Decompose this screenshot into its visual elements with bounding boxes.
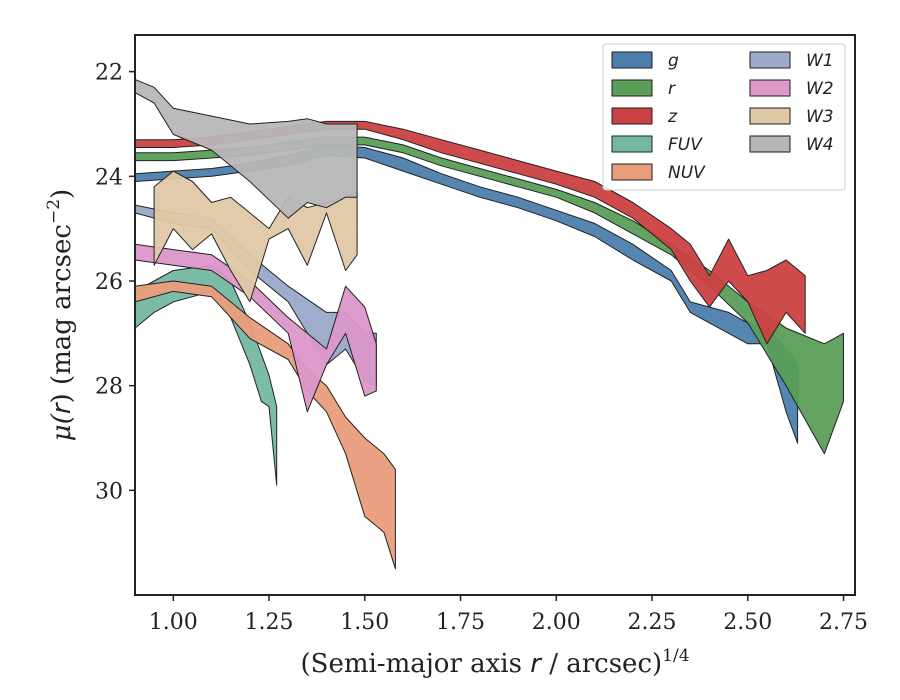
y-axis-title-exponent: −2 [44,199,64,224]
legend-label-g: g [668,51,679,71]
x-tick-label: 1.75 [436,610,485,635]
legend-label-w3: W3 [806,107,834,127]
y-tick-label: 30 [95,479,123,504]
x-axis-title-var: r [530,649,543,679]
x-tick-label: 1.25 [245,610,294,635]
x-tick-label: 1.50 [340,610,389,635]
legend-label-z: z [667,107,678,127]
series-bands [135,79,844,570]
plot-frame [134,34,856,596]
legend-label-w2: W2 [806,79,834,99]
band-g [135,144,799,444]
legend-swatch-nuv [611,163,653,181]
legend-swatch-z [611,107,653,125]
y-tick-label: 28 [95,375,123,400]
y-axis: 22 24 26 28 30 [95,61,135,504]
legend-swatch-g [611,51,653,69]
x-tick-label: 2.00 [532,610,581,635]
legend-swatch-w1 [749,51,791,69]
y-tick-label: 22 [95,61,123,86]
x-axis: 1.00 1.25 1.50 1.75 2.00 2.25 2.50 2.75 [149,595,868,635]
legend-label-nuv: NUV [668,163,706,183]
band-w2 [135,243,377,413]
y-tick-label: 24 [95,165,123,190]
y-axis-title-mu: μ( [47,413,77,441]
y-axis-title-var: r [47,401,77,414]
band-w4 [135,79,358,219]
y-axis-title: μ(r) (mag arcsec−2) [44,189,77,441]
x-axis-title: (Semi-major axis r / arcsec)1/4 [300,646,689,679]
x-tick-label: 2.50 [723,610,772,635]
legend-label-w4: W4 [806,135,834,155]
legend-swatch-w4 [749,135,791,153]
band-w3 [153,170,358,303]
x-axis-title-pre: (Semi-major axis [300,649,530,679]
y-axis-title-post: ) (mag arcsec [47,224,77,403]
band-nuv [135,280,396,570]
legend-swatch-w2 [749,79,791,97]
x-tick-label: 2.75 [819,610,868,635]
legend-label-r: r [668,79,676,99]
y-tick-label: 26 [95,270,123,295]
x-axis-title-post: / arcsec) [541,649,662,679]
legend-label-fuv: FUV [668,135,703,155]
legend-swatch-fuv [611,135,653,153]
x-tick-label: 1.00 [149,610,198,635]
legend-swatch-r [611,79,653,97]
x-tick-label: 2.25 [628,610,677,635]
legend: grz FUV NUV W1 W2 W3 W4 [602,43,846,191]
legend-label-w1: W1 [806,51,834,71]
y-axis-title-close: ) [47,189,77,199]
x-axis-title-exponent: 1/4 [662,646,689,666]
legend-swatch-w3 [749,107,791,125]
